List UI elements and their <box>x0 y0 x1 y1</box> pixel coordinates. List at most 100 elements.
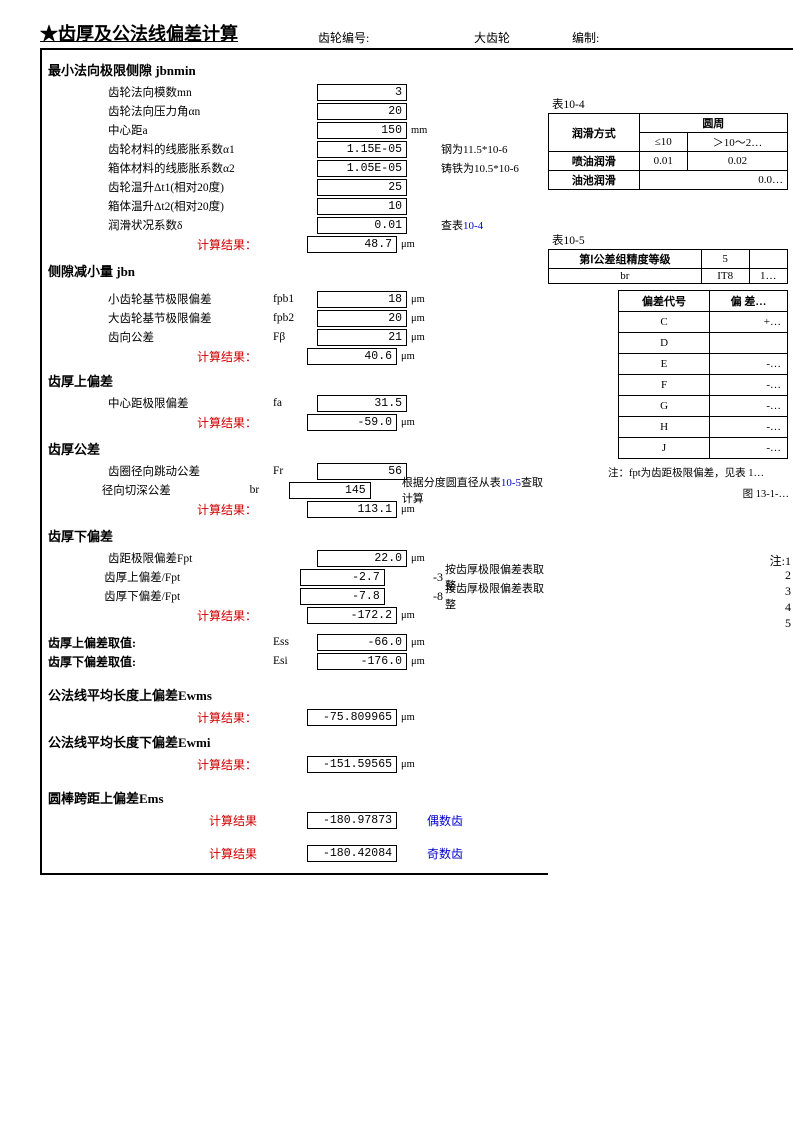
table-link[interactable]: 10-5 <box>501 477 521 489</box>
summary-head: 齿厚上偏差取值: <box>48 634 273 651</box>
result-unit: μm <box>401 610 429 621</box>
note-item: 5 <box>770 616 791 632</box>
param-value[interactable]: 20 <box>317 310 407 327</box>
param-value[interactable]: 18 <box>317 291 407 308</box>
param-value[interactable]: 1.15E-05 <box>317 141 407 158</box>
tbl2-note: 注：fpt为齿距极限偏差，见表 1… <box>608 465 793 480</box>
note-item: 2 <box>770 568 791 584</box>
table-link[interactable]: 10-4 <box>463 220 483 232</box>
tbl105-h2v: IT8 <box>701 269 749 284</box>
result-unit: μm <box>401 712 429 723</box>
param-unit: μm <box>411 313 439 324</box>
param-label: 齿轮法向压力角αn <box>108 103 273 119</box>
tbl104-row: 喷油润滑 <box>549 152 640 171</box>
param-value[interactable]: 25 <box>317 179 407 196</box>
param-value[interactable]: 3 <box>317 84 407 101</box>
dev-code: D <box>619 333 710 354</box>
param-value[interactable]: 150 <box>317 122 407 139</box>
summary-value: -66.0 <box>317 634 407 651</box>
param-symbol: br <box>250 484 289 496</box>
param-row: 齿轮法向模数mn 3 <box>48 83 548 101</box>
param-value[interactable]: 21 <box>317 329 407 346</box>
tbl2-h1: 偏差代号 <box>619 291 710 312</box>
tbl104-col1: ≤10 <box>639 133 687 152</box>
param-value[interactable]: 31.5 <box>317 395 407 412</box>
param-value[interactable]: 22.0 <box>317 550 407 567</box>
param-unit: μm <box>411 553 439 564</box>
note-item: 3 <box>770 584 791 600</box>
param-note: 按齿厚极限偏差表取整 <box>445 580 548 612</box>
section-upper-head: 齿厚上偏差 <box>48 371 548 390</box>
param-row: 齿轮法向压力角αn 20 <box>48 102 548 120</box>
param-label: 箱体材料的线膨胀系数α2 <box>108 160 273 176</box>
param-extra: -3 <box>415 570 443 585</box>
dev-code: J <box>619 438 710 459</box>
param-value[interactable]: 56 <box>317 463 407 480</box>
param-extra: -8 <box>415 589 443 604</box>
param-label: 小齿轮基节极限偏差 <box>108 291 273 307</box>
side-panel: 表10-4 润滑方式 圆周 ≤10 ＞10～2… 喷油润滑 0.01 0.02 … <box>548 44 793 501</box>
dev-code: G <box>619 396 710 417</box>
param-label: 箱体温升Δt2(相对20度) <box>108 198 273 214</box>
section-ewms-head: 公法线平均长度上偏差Ewms <box>48 685 548 704</box>
param-value[interactable]: 10 <box>317 198 407 215</box>
param-symbol: fpb1 <box>273 293 317 305</box>
note-head: 注:1 <box>770 552 791 568</box>
param-value[interactable]: 0.01 <box>317 217 407 234</box>
section-ems-head: 圆棒跨距上偏差Ems <box>48 788 548 807</box>
param-symbol: Fr <box>273 465 317 477</box>
tbl105-h1: 第Ⅰ公差组精度等级 <box>549 250 702 269</box>
tbl104-h2: 圆周 <box>639 114 787 133</box>
tbl104-cell: 0.02 <box>687 152 787 171</box>
dev-value: +… <box>710 312 788 333</box>
param-symbol: fa <box>273 397 317 409</box>
dev-code: C <box>619 312 710 333</box>
result-label: 计算结果： <box>48 607 263 624</box>
tbl104-caption: 表10-4 <box>552 96 793 112</box>
result-value: -151.59565 <box>307 756 397 773</box>
result-label: 计算结果 <box>48 812 263 829</box>
result-label: 计算结果： <box>48 348 263 365</box>
param-value[interactable]: 20 <box>317 103 407 120</box>
summary-row: 齿厚下偏差取值:Esi-176.0μm <box>48 652 548 670</box>
dev-value: -… <box>710 354 788 375</box>
param-value[interactable]: 145 <box>289 482 371 499</box>
param-value[interactable]: -7.8 <box>300 588 385 605</box>
param-row: 中心距a150mm <box>48 121 548 139</box>
param-row: 齿向公差Fβ21μm <box>48 328 548 346</box>
result-unit: μm <box>401 504 429 515</box>
param-label: 径向切深公差 <box>102 482 250 498</box>
right-notes: 注:1 2 3 4 5 <box>770 552 791 632</box>
tbl105-h2: br <box>549 269 702 284</box>
dev-value: -… <box>710 396 788 417</box>
param-row: 润滑状况系数δ0.01 查表10-4 <box>48 216 548 234</box>
result-label: 计算结果： <box>48 236 263 253</box>
summary-unit: μm <box>411 656 439 667</box>
tbl104-row: 油池润滑 <box>549 171 640 190</box>
param-label: 齿距极限偏差Fpt <box>108 550 273 566</box>
section-lower-head: 齿厚下偏差 <box>48 526 548 545</box>
param-row: 齿轮材料的线膨胀系数α11.15E-05 钢为11.5*10-6 <box>48 140 548 158</box>
gear-no-label: 齿轮编号: <box>318 29 378 46</box>
param-note: 查表10-4 <box>441 217 483 233</box>
summary-unit: μm <box>411 637 439 648</box>
param-value[interactable]: -2.7 <box>300 569 385 586</box>
even-tooth-tag: 偶数齿 <box>427 812 463 829</box>
odd-tooth-tag: 奇数齿 <box>427 845 463 862</box>
dev-value: -… <box>710 417 788 438</box>
tbl2-fig: 图 13-1-… <box>548 486 789 501</box>
result-label: 计算结果： <box>48 414 263 431</box>
result-unit: μm <box>401 759 429 770</box>
param-label: 齿厚下偏差/Fpt <box>104 588 258 604</box>
result-unit: μm <box>401 239 429 250</box>
param-value[interactable]: 1.05E-05 <box>317 160 407 177</box>
param-symbol: fpb2 <box>273 312 317 324</box>
param-label: 中心距a <box>108 122 273 138</box>
param-note: 铸铁为10.5*10-6 <box>441 160 519 176</box>
param-label: 齿轮法向模数mn <box>108 84 273 100</box>
page-title: ★齿厚及公法线偏差计算 <box>40 20 238 46</box>
param-row: 齿轮温升Δt1(相对20度)25 <box>48 178 548 196</box>
param-label: 齿轮材料的线膨胀系数α1 <box>108 141 273 157</box>
param-label: 齿圈径向跳动公差 <box>108 463 273 479</box>
param-row: 大齿轮基节极限偏差fpb220μm <box>48 309 548 327</box>
